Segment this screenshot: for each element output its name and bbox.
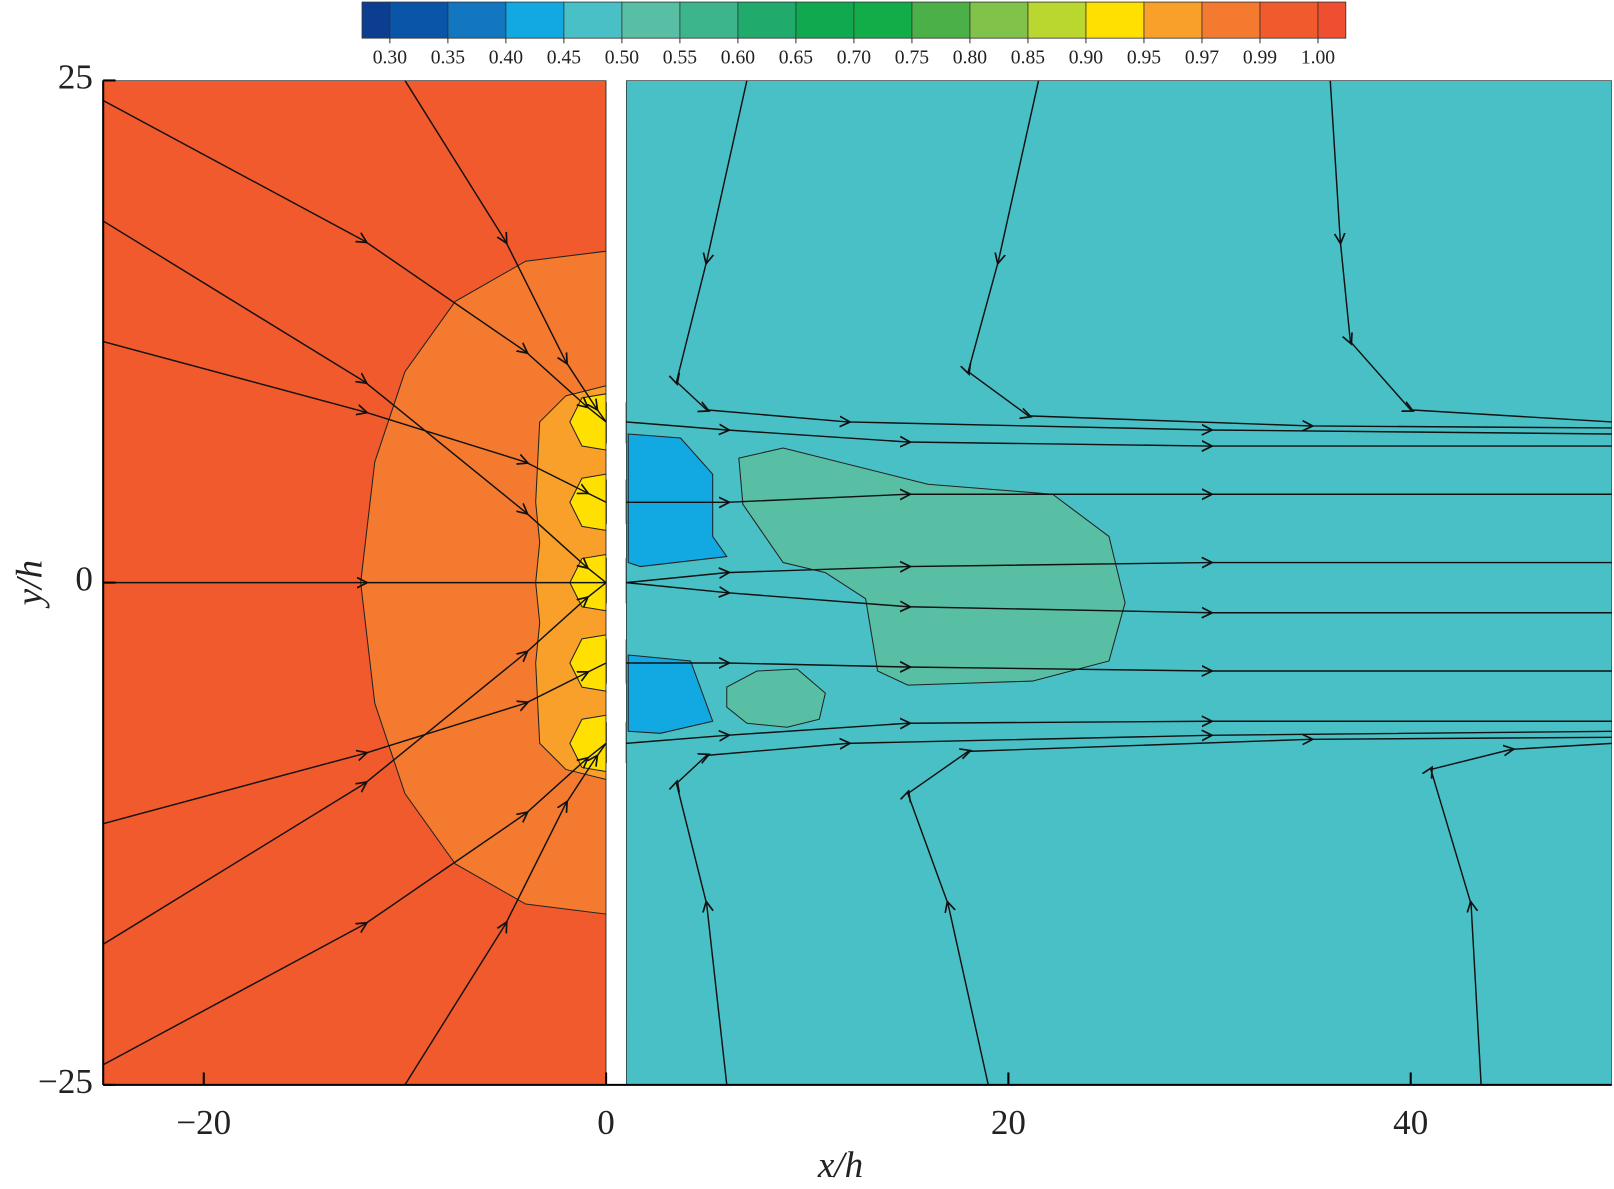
- colorbar-label: 0.90: [1069, 47, 1103, 68]
- colorbar-label: 0.40: [489, 47, 523, 68]
- streamline: [626, 563, 1612, 584]
- y-tick-label: 0: [75, 560, 93, 599]
- colorbar-swatch: [911, 1, 971, 39]
- colorbar-label: 0.97: [1185, 47, 1219, 68]
- streamline: [968, 80, 1612, 428]
- streamline: [1431, 742, 1612, 1085]
- colorbar-swatch: [853, 1, 913, 39]
- x-tick-label: 40: [1393, 1103, 1428, 1142]
- y-tick-label: 25: [58, 57, 93, 96]
- colorbar-swatch: [505, 1, 565, 39]
- colorbar-label: 0.95: [1127, 47, 1161, 68]
- plate-solid: [606, 80, 627, 403]
- streamline: [908, 737, 1612, 1085]
- colorbar-label: 0.60: [721, 47, 755, 68]
- plate: [606, 80, 627, 1085]
- plate-solid: [606, 683, 627, 722]
- colorbar-label: 0.85: [1011, 47, 1045, 68]
- colorbar-label: 0.99: [1243, 47, 1277, 68]
- streamline: [103, 220, 607, 584]
- streamline: [626, 581, 1612, 613]
- x-tick-label: −20: [176, 1103, 231, 1142]
- streamline: [404, 80, 607, 423]
- streamline: [404, 742, 607, 1085]
- colorbar-label: 0.45: [547, 47, 581, 68]
- colorbar-swatch: [563, 1, 623, 39]
- x-tick-label: 20: [991, 1103, 1026, 1142]
- colorbar-swatch: [679, 1, 739, 39]
- y-axis-label: y/h: [10, 560, 51, 609]
- plate-solid: [606, 443, 627, 480]
- colorbar-swatch: [1317, 1, 1347, 39]
- contour-region: [627, 654, 714, 734]
- colorbar-swatch: [361, 1, 391, 39]
- y-tick-label: −25: [38, 1062, 93, 1101]
- colorbar-swatch: [447, 1, 507, 39]
- contour-region: [627, 433, 728, 568]
- colorbar-swatch: [621, 1, 681, 39]
- colorbar: 0.30 0.35 0.40 0.45 0.50 0.55 0.60 0.65 0.70 0.75…: [361, 1, 1347, 68]
- colorbar-label: 0.50: [605, 47, 639, 68]
- colorbar-swatch: [969, 1, 1029, 39]
- x-axis-label: x/h: [817, 1145, 863, 1186]
- colorbar-label: 0.35: [431, 47, 465, 68]
- colorbar-swatch: [1259, 1, 1319, 39]
- streamline: [1329, 80, 1612, 423]
- colorbar-label: 1.00: [1301, 47, 1335, 68]
- colorbar-swatch: [795, 1, 855, 39]
- colorbar-swatch: [1143, 1, 1203, 39]
- colorbar-label: 0.30: [373, 47, 407, 68]
- colorbar-swatch: [737, 1, 797, 39]
- streamline: [626, 663, 1612, 671]
- colorbar-swatch: [1201, 1, 1261, 39]
- streamline: [103, 582, 607, 945]
- colorbar-label: 0.65: [779, 47, 813, 68]
- colorbar-label: 0.70: [837, 47, 871, 68]
- colorbar-swatch: [389, 1, 449, 39]
- x-tick-label: 0: [597, 1103, 615, 1142]
- streamline: [626, 494, 1612, 502]
- streamline: [103, 662, 607, 825]
- colorbar-label: 0.80: [953, 47, 987, 68]
- plate-solid: [606, 523, 627, 558]
- colorbar-label: 0.55: [663, 47, 697, 68]
- colorbar-swatch: [1085, 1, 1145, 39]
- streamlines: [103, 80, 1612, 1085]
- colorbar-swatch: [1027, 1, 1087, 39]
- plate-solid: [606, 603, 627, 640]
- plate-solid: [606, 763, 627, 1085]
- colorbar-label: 0.75: [895, 47, 929, 68]
